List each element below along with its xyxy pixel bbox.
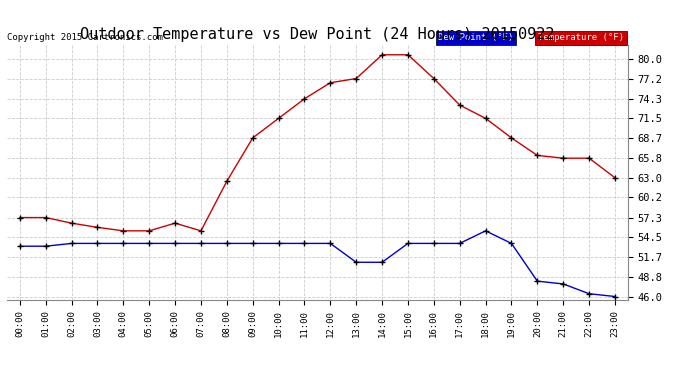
- Text: Temperature (°F): Temperature (°F): [538, 33, 624, 42]
- Text: Copyright 2015 Cartronics.com: Copyright 2015 Cartronics.com: [7, 33, 163, 42]
- Text: Dew Point (°F): Dew Point (°F): [439, 33, 514, 42]
- Title: Outdoor Temperature vs Dew Point (24 Hours) 20150922: Outdoor Temperature vs Dew Point (24 Hou…: [80, 27, 555, 42]
